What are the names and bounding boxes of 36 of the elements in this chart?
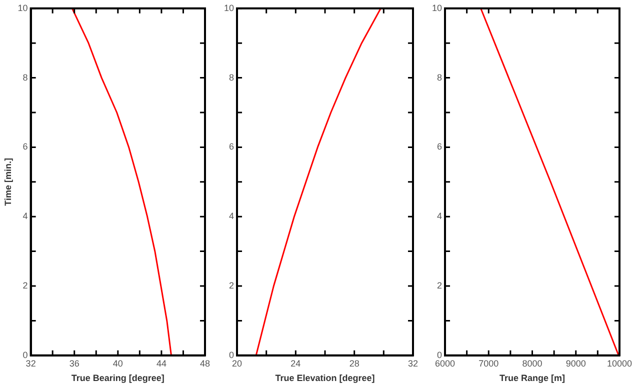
y-tick-label: 8 (436, 72, 442, 82)
y-tick-label: 4 (228, 211, 234, 222)
x-tick-label: 8000 (522, 358, 542, 368)
x-axis-title: True Bearing [degree] (71, 373, 164, 384)
y-tick-label: 10 (432, 2, 442, 13)
x-tick-label: 36 (69, 358, 80, 368)
y-tick-label: 8 (22, 72, 28, 82)
x-tick-label: 10000 (606, 358, 632, 368)
y-axis-title: Time [min.] (2, 158, 13, 206)
x-tick-label: 32 (408, 358, 418, 368)
x-axis-title: True Range [m] (499, 373, 566, 384)
y-tick-label: 6 (228, 142, 234, 152)
y-tick-label: 8 (228, 72, 234, 82)
y-tick-label: 6 (22, 142, 28, 152)
y-tick-label: 6 (436, 142, 442, 152)
y-tick-label: 2 (22, 280, 28, 290)
x-tick-label: 24 (290, 358, 301, 368)
y-tick-label: 2 (228, 280, 234, 290)
y-tick-label: 0 (228, 350, 234, 360)
x-tick-label: 7000 (478, 358, 499, 368)
x-tick-label: 9000 (566, 358, 586, 368)
y-tick-label: 4 (22, 211, 28, 222)
x-axis-title: True Elevation [degree] (275, 373, 375, 384)
x-tick-label: 20 (232, 358, 242, 368)
x-tick-label: 28 (349, 358, 360, 368)
y-tick-label: 10 (224, 2, 234, 13)
y-tick-label: 0 (436, 350, 442, 360)
y-tick-label: 4 (436, 211, 442, 222)
x-tick-label: 40 (112, 358, 123, 368)
y-tick-label: 0 (22, 350, 28, 360)
x-tick-label: 44 (156, 358, 166, 368)
x-tick-label: 48 (200, 358, 210, 368)
y-tick-label: 2 (436, 280, 442, 290)
y-tick-label: 10 (18, 2, 28, 13)
x-tick-label: 32 (26, 358, 36, 368)
x-tick-label: 6000 (434, 358, 456, 368)
